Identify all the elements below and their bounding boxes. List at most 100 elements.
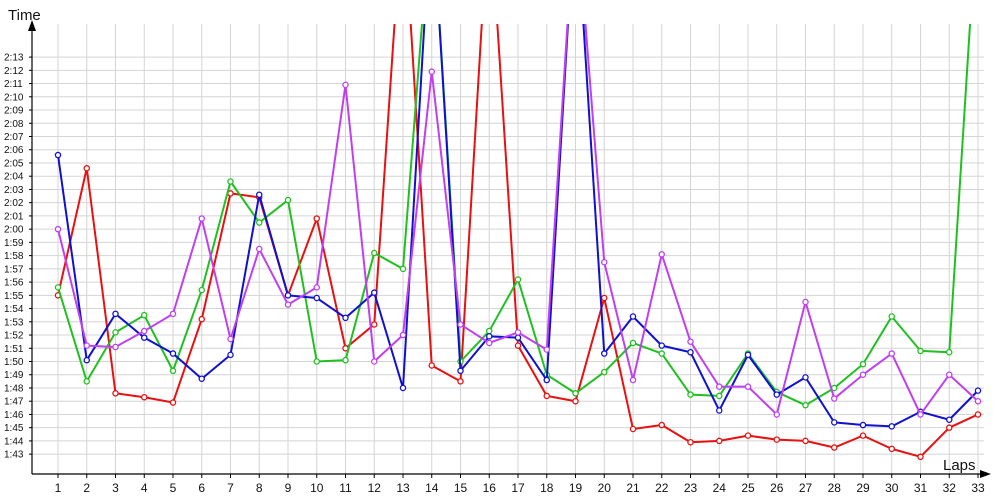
data-point bbox=[773, 411, 781, 418]
data-point bbox=[572, 397, 579, 405]
data-point bbox=[485, 327, 493, 335]
x-axis-arrow-icon bbox=[980, 470, 991, 478]
data-point bbox=[601, 368, 608, 376]
data-point bbox=[802, 374, 809, 381]
series-3 bbox=[54, 24, 982, 430]
x-tick-label: 13 bbox=[396, 481, 410, 495]
data-point bbox=[744, 383, 752, 390]
x-tick-label: 20 bbox=[598, 481, 612, 495]
y-tick-label: 2:01 bbox=[4, 211, 24, 222]
data-point bbox=[773, 391, 781, 398]
data-point bbox=[601, 294, 608, 302]
y-axis-title: Time bbox=[8, 7, 41, 24]
data-point bbox=[227, 351, 234, 359]
y-tick-label: 1:44 bbox=[4, 436, 24, 447]
y-tick-label: 2:07 bbox=[4, 132, 24, 143]
data-point bbox=[313, 284, 320, 291]
data-point bbox=[888, 313, 896, 320]
data-point bbox=[543, 376, 551, 384]
data-point bbox=[514, 334, 522, 341]
data-point bbox=[399, 265, 407, 273]
y-tick-label: 2:11 bbox=[4, 79, 23, 90]
axes: Time Laps bbox=[8, 7, 991, 478]
y-tick-label: 2:09 bbox=[4, 106, 24, 117]
y-tick-label: 1:45 bbox=[4, 423, 24, 434]
x-tick-label: 6 bbox=[198, 481, 205, 495]
x-tick-label: 15 bbox=[454, 481, 468, 495]
data-point bbox=[744, 432, 752, 439]
data-point bbox=[658, 350, 666, 357]
data-point bbox=[687, 338, 694, 345]
data-point bbox=[428, 68, 435, 75]
data-point bbox=[974, 397, 982, 405]
data-point bbox=[629, 376, 637, 384]
data-point bbox=[946, 348, 953, 356]
data-point bbox=[514, 342, 522, 349]
y-tick-label: 2:03 bbox=[4, 185, 24, 196]
data-point bbox=[112, 329, 119, 336]
y-tick-label: 2:05 bbox=[4, 158, 24, 169]
data-point bbox=[716, 437, 723, 445]
data-point bbox=[601, 350, 608, 357]
y-tick-label: 2:06 bbox=[4, 145, 24, 156]
data-point bbox=[227, 178, 234, 185]
y-tick-label: 1:47 bbox=[4, 397, 24, 408]
data-point bbox=[255, 191, 263, 198]
data-point bbox=[629, 313, 637, 320]
x-tick-label: 22 bbox=[655, 481, 669, 495]
y-axis-arrow-icon bbox=[28, 20, 36, 31]
data-point bbox=[658, 251, 666, 258]
x-tick-label: 33 bbox=[971, 481, 985, 495]
data-point bbox=[169, 310, 177, 318]
y-tick-label: 1:48 bbox=[4, 383, 24, 394]
y-tick-label: 2:10 bbox=[4, 92, 24, 103]
data-point bbox=[888, 445, 896, 453]
data-point bbox=[917, 453, 924, 461]
data-point bbox=[974, 387, 982, 394]
data-point bbox=[54, 151, 62, 159]
data-point bbox=[859, 371, 867, 378]
series-4 bbox=[54, 24, 982, 418]
data-point bbox=[917, 411, 924, 418]
data-point bbox=[140, 393, 148, 401]
x-tick-label: 2 bbox=[83, 481, 90, 495]
data-point bbox=[83, 165, 91, 172]
data-point bbox=[802, 437, 809, 445]
data-point bbox=[716, 383, 723, 390]
y-tick-label: 1:49 bbox=[4, 370, 24, 381]
x-tick-label: 14 bbox=[425, 481, 439, 495]
x-tick-label: 10 bbox=[310, 481, 324, 495]
data-point bbox=[370, 249, 378, 257]
data-point bbox=[112, 310, 119, 318]
y-tick-label: 1:56 bbox=[4, 278, 24, 289]
data-point bbox=[140, 334, 148, 341]
y-tick-label: 1:54 bbox=[4, 304, 24, 315]
y-tick-label: 1:46 bbox=[4, 410, 24, 421]
data-point bbox=[831, 444, 838, 451]
data-point bbox=[284, 292, 292, 299]
series-2 bbox=[54, 24, 972, 409]
x-tick-label: 5 bbox=[170, 481, 177, 495]
data-point bbox=[198, 215, 205, 222]
x-tick-label: 16 bbox=[483, 481, 497, 495]
y-tick-label: 1:50 bbox=[4, 357, 24, 368]
data-point bbox=[802, 401, 809, 409]
x-tick-label: 23 bbox=[684, 481, 698, 495]
data-point bbox=[112, 390, 119, 397]
y-tick-label: 2:12 bbox=[4, 66, 24, 77]
data-point bbox=[313, 215, 320, 222]
series-1 bbox=[54, 24, 982, 461]
data-point bbox=[54, 284, 62, 291]
data-point bbox=[54, 225, 62, 233]
x-tick-label: 12 bbox=[368, 481, 382, 495]
x-tick-label: 9 bbox=[285, 481, 292, 495]
x-tick-label: 29 bbox=[856, 481, 870, 495]
x-tick-label: 17 bbox=[511, 481, 525, 495]
data-point bbox=[169, 399, 177, 406]
x-tick-label: 32 bbox=[943, 481, 957, 495]
grid bbox=[32, 24, 984, 474]
data-point bbox=[859, 421, 867, 429]
data-point bbox=[112, 343, 119, 351]
data-point bbox=[83, 342, 91, 349]
